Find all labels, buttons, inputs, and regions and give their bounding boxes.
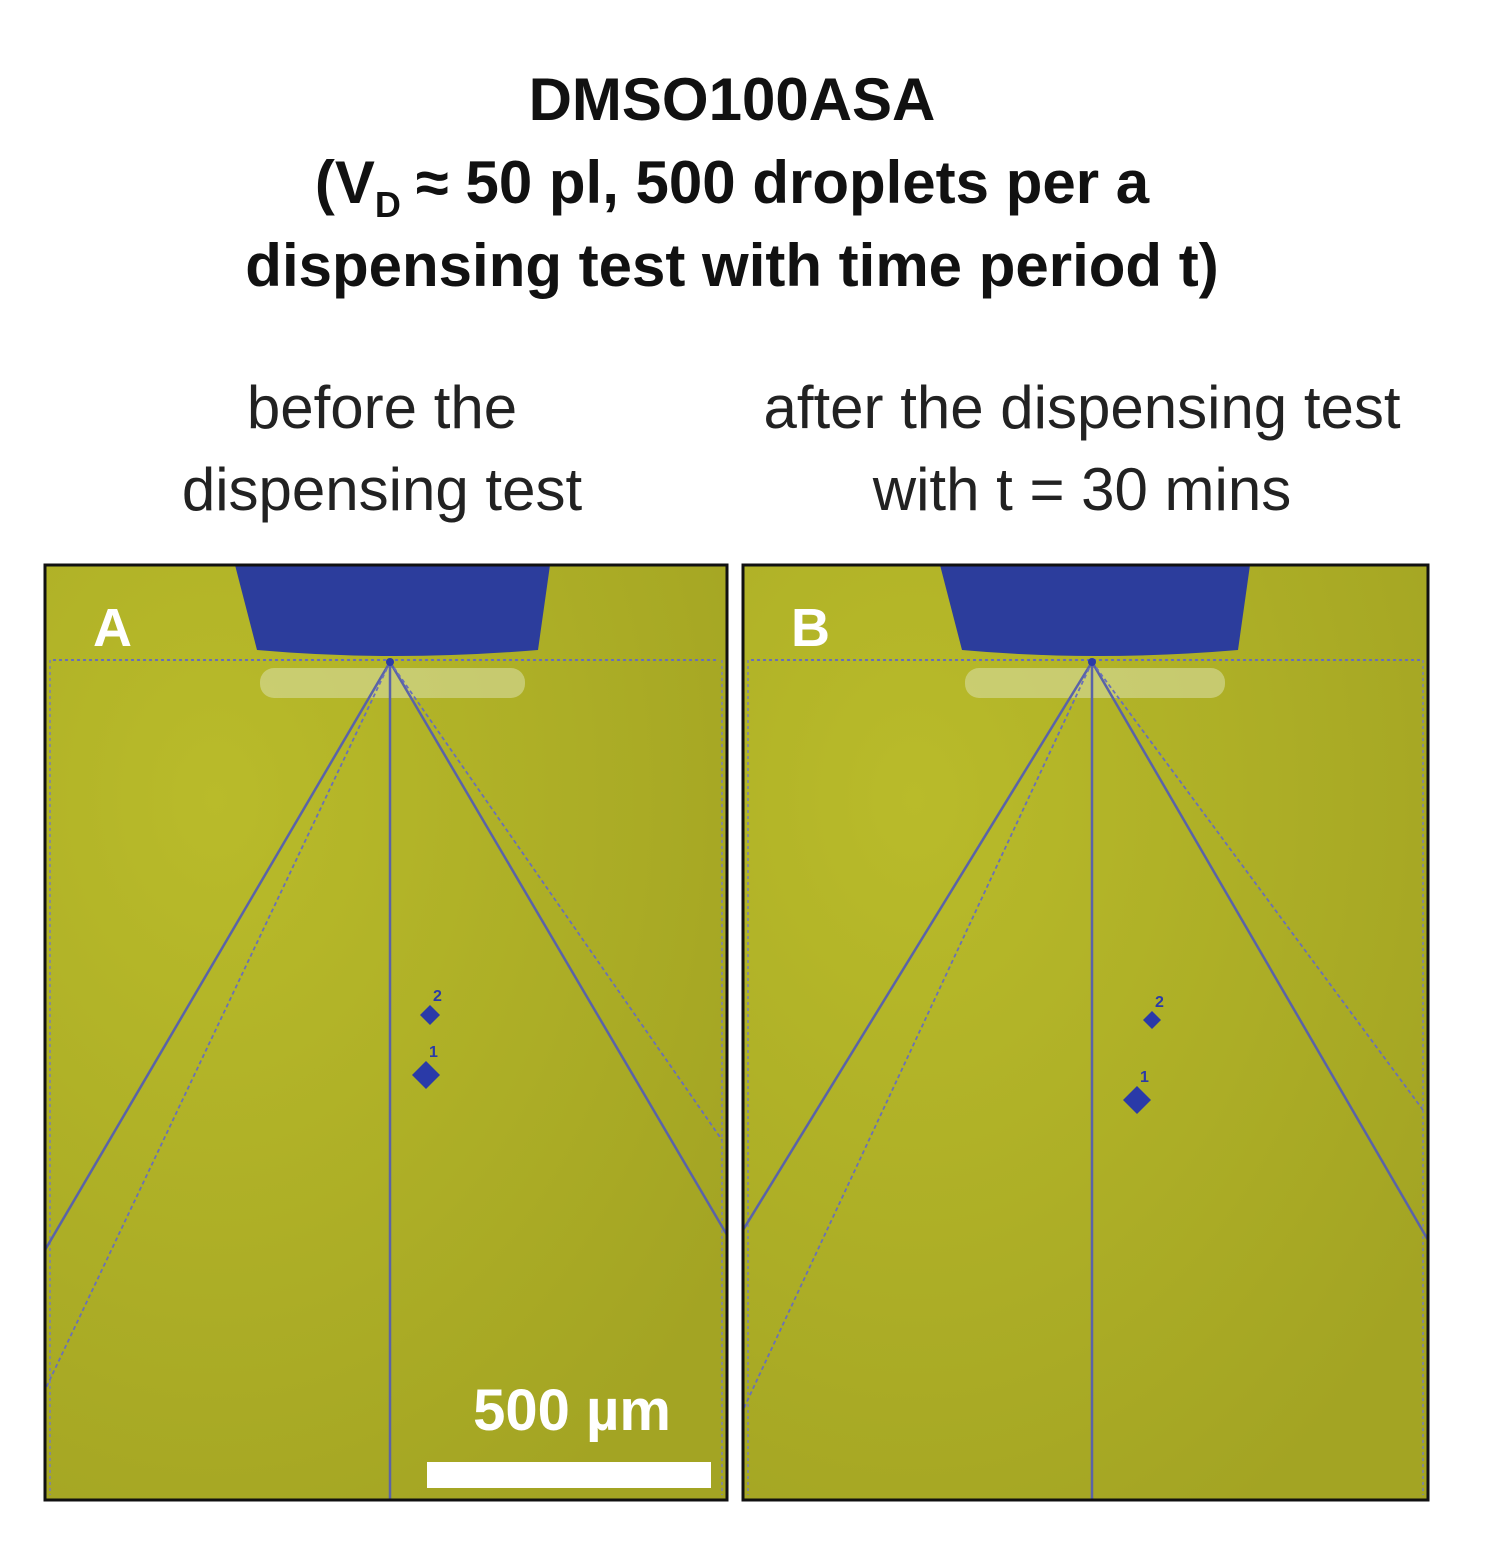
scale-bar: 500 µm <box>427 1378 711 1488</box>
title-line: (VD ≈ 50 pl, 500 droplets per a <box>315 149 1150 225</box>
guide-line <box>741 661 1094 1231</box>
guide-line <box>43 661 392 1251</box>
droplet-label: 2 <box>1155 994 1164 1011</box>
droplet-marker <box>420 1005 440 1025</box>
droplet-label: 2 <box>433 988 442 1005</box>
guide-dashed <box>742 661 1093 1411</box>
droplet-label: 1 <box>429 1044 438 1061</box>
title-line: DMSO100ASA <box>529 66 936 133</box>
panel-caption: with t = 30 mins <box>872 456 1292 523</box>
apex <box>1088 658 1096 666</box>
reflection <box>260 668 525 698</box>
guide-dashed <box>389 661 723 1141</box>
title-line: dispensing test with time period t) <box>245 232 1218 299</box>
panel: before the dispensing test 2 1 A <box>43 374 729 1502</box>
image-background <box>743 565 1428 1500</box>
guide-dashed <box>44 661 391 1391</box>
scale-bar-line <box>427 1462 711 1488</box>
scale-bar-label: 500 µm <box>473 1378 671 1443</box>
panel-border <box>43 563 729 1502</box>
title-part: ≈ 50 pl, 500 droplets per a <box>416 149 1150 216</box>
image-background <box>45 565 727 1500</box>
title-part: (V <box>315 149 375 216</box>
panel-border <box>741 563 1430 1502</box>
title-subscript: D <box>375 184 401 225</box>
panel-label: B <box>791 598 830 658</box>
droplet-label: 1 <box>1140 1069 1149 1086</box>
panel: after the dispensing test with t = 30 min… <box>741 374 1430 1502</box>
droplet-marker <box>1143 1011 1161 1029</box>
droplet-marker <box>1123 1086 1151 1114</box>
reflection <box>965 668 1225 698</box>
panel-caption: before the <box>247 374 517 441</box>
panel-caption: after the dispensing test <box>763 374 1400 441</box>
guide-dashed <box>1091 661 1424 1111</box>
panel-label: A <box>93 598 132 658</box>
guide-line <box>1090 661 1430 1241</box>
nozzle <box>235 565 550 656</box>
droplet-marker <box>412 1061 440 1089</box>
panel-caption: dispensing test <box>182 456 583 523</box>
guide-line <box>388 661 729 1236</box>
apex <box>386 658 394 666</box>
nozzle <box>940 565 1250 656</box>
